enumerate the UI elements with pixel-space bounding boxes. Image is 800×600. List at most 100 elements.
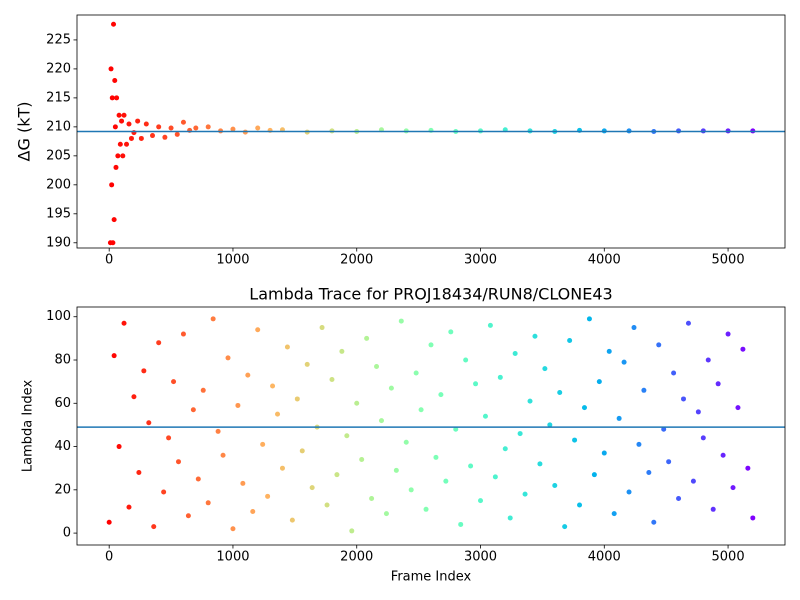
point — [108, 66, 114, 72]
point — [517, 431, 523, 437]
point — [304, 361, 310, 367]
point — [230, 526, 236, 532]
y-tick-label: 210 — [46, 119, 71, 134]
point — [473, 381, 479, 387]
point — [468, 463, 474, 469]
point — [349, 528, 355, 534]
point — [616, 415, 622, 421]
x-tick-label: 4000 — [588, 550, 621, 565]
point — [168, 125, 174, 131]
point — [128, 135, 134, 141]
point — [135, 118, 141, 124]
point — [681, 396, 687, 402]
point — [210, 316, 216, 322]
point — [646, 470, 652, 476]
x-tick-label: 1000 — [216, 550, 249, 565]
point — [497, 374, 503, 380]
point — [166, 435, 172, 441]
y-axis-label: ΔG (kT) — [15, 102, 34, 162]
point — [676, 495, 682, 501]
point — [161, 489, 167, 495]
point — [740, 346, 746, 352]
point — [453, 426, 459, 432]
point — [636, 441, 642, 447]
point — [537, 461, 543, 467]
point — [121, 320, 127, 326]
point — [745, 465, 751, 471]
point — [443, 478, 449, 484]
point — [114, 95, 120, 101]
y-tick-label: 40 — [54, 439, 71, 454]
point — [309, 485, 315, 491]
point — [156, 124, 162, 130]
point — [611, 511, 617, 517]
x-tick-label: 3000 — [464, 253, 497, 268]
point — [715, 381, 721, 387]
point — [235, 402, 241, 408]
point — [146, 420, 152, 426]
point — [162, 134, 168, 140]
point — [567, 338, 573, 344]
point — [112, 77, 118, 83]
point — [547, 422, 553, 428]
y-tick-label: 80 — [54, 353, 71, 368]
point — [710, 506, 716, 512]
point — [690, 478, 696, 484]
point — [666, 459, 672, 465]
point — [240, 480, 246, 486]
point — [487, 322, 493, 328]
point — [522, 491, 528, 497]
point — [458, 521, 464, 527]
point — [294, 396, 300, 402]
point — [413, 370, 419, 376]
point — [586, 316, 592, 322]
point — [750, 515, 756, 521]
point — [601, 450, 607, 456]
x-tick-label: 0 — [105, 550, 113, 565]
y-tick-label: 200 — [46, 177, 71, 192]
point — [626, 489, 632, 495]
point — [255, 125, 261, 131]
point — [324, 502, 330, 508]
point — [700, 435, 706, 441]
y-tick-label: 225 — [46, 32, 71, 47]
point — [284, 344, 290, 350]
point — [112, 124, 118, 130]
point — [344, 433, 350, 439]
point — [151, 524, 157, 530]
point — [393, 467, 399, 473]
point — [289, 517, 295, 523]
point — [109, 95, 115, 101]
point — [433, 454, 439, 460]
point — [180, 331, 186, 337]
point — [562, 524, 568, 530]
point — [270, 383, 276, 389]
point — [245, 372, 251, 378]
axes-frame — [76, 14, 786, 249]
point — [215, 428, 221, 434]
point — [113, 164, 119, 170]
point — [557, 389, 563, 395]
point — [502, 446, 508, 452]
point — [255, 327, 261, 333]
point — [117, 141, 123, 147]
point — [126, 121, 132, 127]
point — [299, 448, 305, 454]
point — [116, 112, 122, 118]
point — [138, 135, 144, 141]
point — [631, 325, 637, 331]
point — [378, 418, 384, 424]
point — [572, 437, 578, 443]
point — [193, 125, 199, 131]
point — [621, 359, 627, 365]
point — [478, 498, 484, 504]
x-tick-label: 0 — [105, 253, 113, 268]
point — [175, 459, 181, 465]
y-tick-label: 205 — [46, 148, 71, 163]
point — [359, 457, 365, 463]
x-tick-label: 1000 — [216, 253, 249, 268]
y-tick-label: 20 — [54, 482, 71, 497]
point — [507, 515, 513, 521]
point — [596, 379, 602, 385]
point — [606, 348, 612, 354]
